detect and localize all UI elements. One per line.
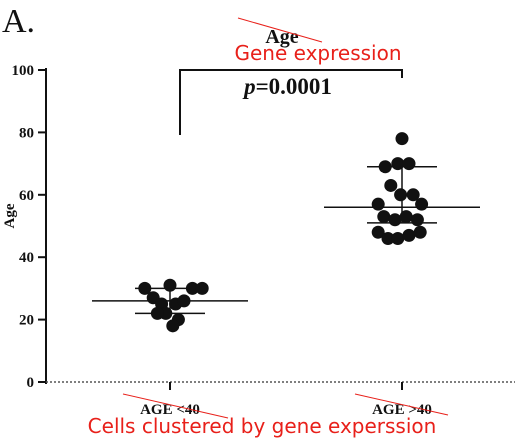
data-point <box>415 197 429 211</box>
significance-bracket <box>179 69 403 135</box>
data-point <box>166 319 180 333</box>
panel-label: A. <box>2 3 35 40</box>
strike-mark-x2 <box>354 393 449 416</box>
y-axis-label: Age <box>2 203 18 228</box>
data-point <box>150 306 164 320</box>
overlay-x-label: Cells clustered by gene experssion <box>88 414 437 438</box>
y-tick-label: 80 <box>19 125 34 141</box>
data-point <box>177 294 191 308</box>
data-point <box>388 213 402 227</box>
data-point <box>402 157 416 171</box>
data-point <box>185 281 199 295</box>
x-tick-label: AGE >40 <box>372 402 432 418</box>
data-point <box>378 160 392 174</box>
overlay-title: Gene expression <box>234 41 401 65</box>
y-tick-label: 0 <box>27 375 35 391</box>
data-point <box>406 188 420 202</box>
x-ticks: AGE <40 AGE >40 <box>140 382 432 418</box>
y-ticks: 0 20 40 60 80 100 <box>12 63 46 391</box>
data-point <box>384 178 398 192</box>
data-point <box>391 157 405 171</box>
y-tick-label: 40 <box>19 250 34 266</box>
data-point <box>410 213 424 227</box>
p-value-annotation: p=0.0001 <box>242 74 332 99</box>
data-point <box>371 225 385 239</box>
data-point <box>371 197 385 211</box>
data-point <box>381 231 395 245</box>
y-tick-label: 60 <box>19 188 34 204</box>
data-point <box>195 281 209 295</box>
data-point <box>377 210 391 224</box>
x-tick-label: AGE <40 <box>140 402 200 418</box>
data-point <box>395 132 409 146</box>
p-symbol: p <box>242 74 256 99</box>
y-tick-label: 20 <box>19 313 34 329</box>
data-point <box>394 188 408 202</box>
p-value: =0.0001 <box>256 74 332 99</box>
y-tick-label: 100 <box>12 63 35 79</box>
strike-mark-x1 <box>122 393 229 419</box>
data-point <box>402 228 416 242</box>
data-point <box>399 210 413 224</box>
strike-mark-title <box>237 17 323 43</box>
data-point <box>138 281 152 295</box>
series-group <box>92 132 480 333</box>
data-point <box>413 225 427 239</box>
chart-title: Age <box>265 26 298 48</box>
data-point <box>163 278 177 292</box>
data-point <box>391 231 405 245</box>
